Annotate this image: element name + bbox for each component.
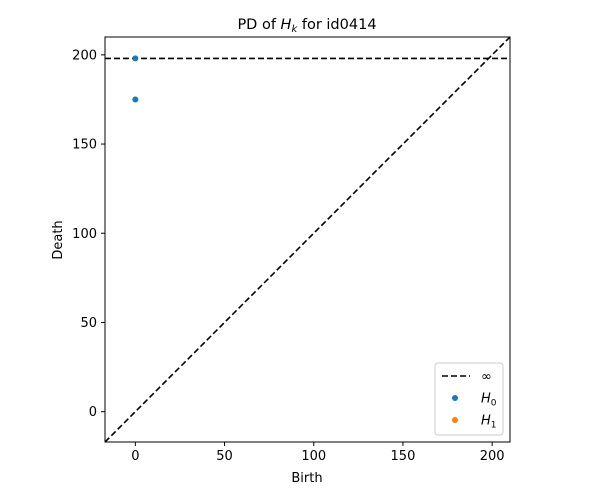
legend-label-h0: H0	[481, 392, 497, 409]
x-tick-label: 50	[216, 449, 233, 464]
y-tick-label: 150	[72, 138, 97, 153]
x-tick-label: 150	[391, 449, 416, 464]
y-axis-label: Death	[51, 220, 66, 259]
y-tick-label: 50	[80, 316, 97, 331]
legend-point-swatch	[452, 417, 458, 423]
title-symbol-sub: k	[291, 24, 298, 35]
legend-point-swatch	[452, 395, 458, 401]
y-axis-ticks: 0 50 100 150 200	[72, 48, 105, 420]
y-tick-label: 100	[72, 227, 97, 242]
chart-title: PD of Hk for id0414	[237, 17, 376, 35]
point-h0	[132, 96, 139, 103]
title-symbol: H	[281, 17, 292, 33]
legend-box	[434, 362, 504, 436]
x-tick-label: 0	[131, 449, 139, 464]
title-suffix: for id0414	[297, 17, 376, 33]
x-tick-label: 100	[301, 449, 326, 464]
point-h0	[132, 55, 139, 62]
x-axis-label: Birth	[291, 471, 322, 486]
title-prefix: PD of	[237, 17, 280, 33]
legend: ∞ H0 H1	[434, 362, 504, 436]
legend-label-h1: H1	[481, 414, 497, 431]
y-tick-label: 0	[89, 405, 97, 420]
legend-label-infinity: ∞	[481, 370, 492, 385]
y-tick-label: 200	[72, 48, 97, 63]
x-tick-label: 200	[480, 449, 505, 464]
x-axis-ticks: 0 50 100 150 200	[131, 442, 505, 464]
diagonal-line	[105, 37, 510, 442]
plot-frame	[104, 36, 511, 443]
plot-layer	[105, 37, 510, 442]
